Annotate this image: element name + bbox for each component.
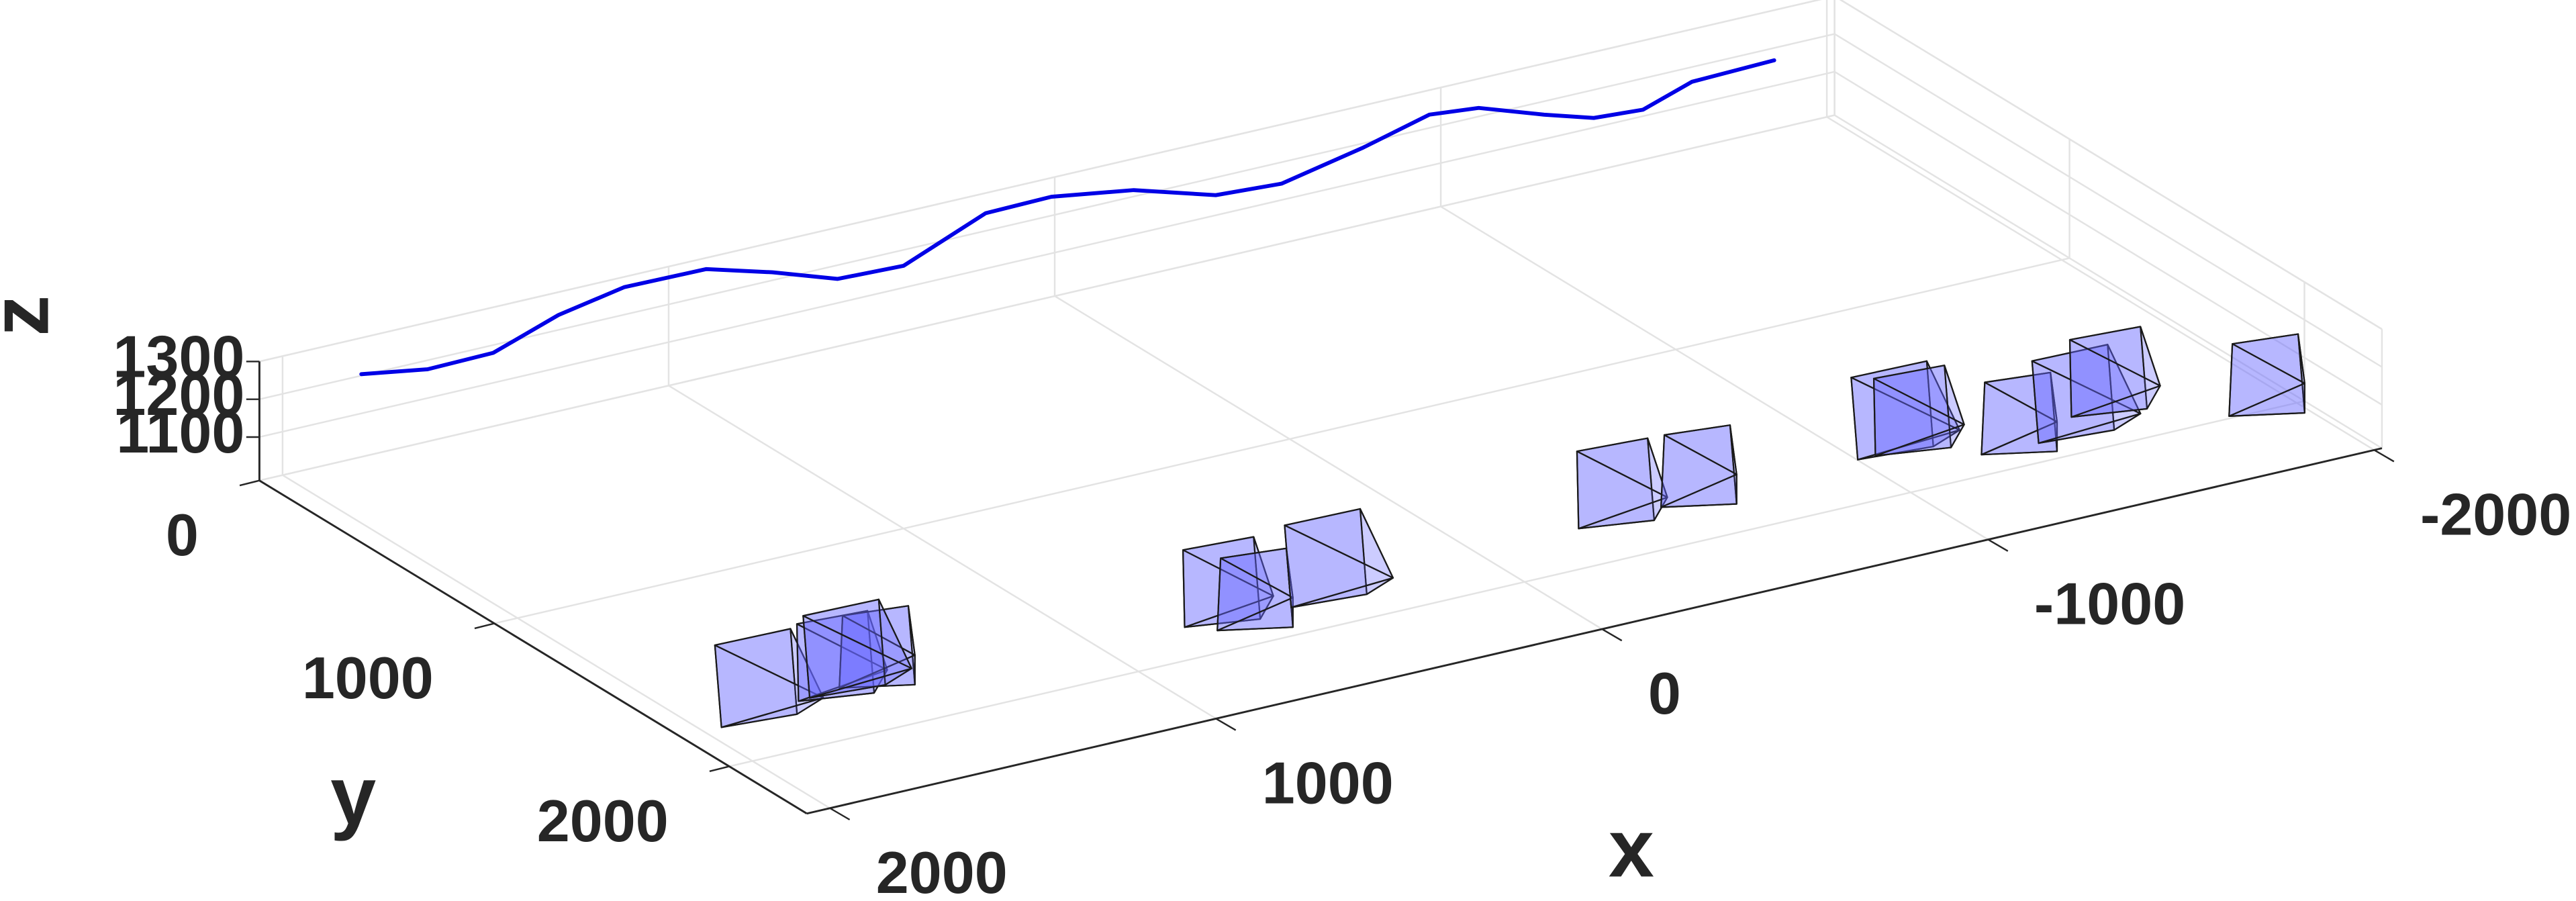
grid-line	[668, 385, 1217, 720]
grid-line	[728, 400, 2305, 767]
y-axis-label: y	[330, 749, 376, 841]
y-tick-label: 1000	[302, 645, 434, 711]
trajectory	[359, 58, 1776, 377]
y-tick	[239, 479, 260, 487]
camera-face	[1182, 549, 1274, 628]
camera-face	[1660, 434, 1737, 508]
y-tick	[474, 622, 495, 630]
camera-face	[2068, 338, 2161, 418]
z-tick-label: 1300	[113, 324, 244, 390]
z-axis-label: z	[0, 295, 65, 336]
camera-face	[1850, 377, 1960, 461]
z-tick-label: 1200	[113, 361, 244, 428]
grid-line	[1440, 205, 1989, 540]
camera-face	[1981, 381, 2058, 456]
camera	[1217, 547, 1294, 632]
camera-face	[2031, 360, 2142, 444]
camera	[2068, 326, 2161, 418]
grid-line	[259, 0, 1822, 363]
x-tick-label: -2000	[2420, 481, 2571, 547]
z-tick-label: 1100	[116, 399, 244, 465]
x-tick	[1987, 538, 2009, 552]
x-axis	[806, 447, 2383, 815]
x-axis-label: x	[1609, 802, 1654, 894]
camera-face	[1217, 557, 1294, 632]
camera-face	[714, 644, 824, 728]
camera-face	[796, 623, 888, 702]
camera-face	[1576, 450, 1668, 530]
grid-line	[1834, 33, 2383, 368]
grid-line	[259, 70, 1835, 438]
grid-line	[1834, 70, 2383, 406]
camera	[1182, 536, 1274, 628]
x-tick-label: 2000	[876, 839, 1008, 901]
camera	[802, 598, 912, 699]
grid-line	[259, 33, 1835, 400]
y-tick-label: 2000	[537, 788, 669, 854]
y-tick-label: 0	[166, 502, 199, 568]
camera	[839, 605, 916, 689]
camera	[1872, 365, 1965, 457]
grid-line	[494, 257, 2070, 624]
camera-face	[802, 615, 912, 699]
camera-face	[2228, 343, 2305, 417]
grid-line	[282, 474, 830, 809]
x-tick	[1601, 628, 1623, 642]
x-tick-label: 1000	[1262, 749, 1394, 816]
camera	[1284, 508, 1394, 608]
grid-line	[1054, 295, 1603, 630]
x-tick	[829, 807, 851, 820]
grid-line	[1826, 116, 2375, 451]
x-tick-label: -1000	[2034, 571, 2185, 637]
grid-line	[259, 114, 1835, 481]
x-tick	[2373, 449, 2395, 463]
x-tick-label: 0	[1648, 660, 1681, 726]
camera-face	[1872, 377, 1965, 457]
camera	[2228, 333, 2305, 417]
y-tick	[709, 765, 730, 773]
camera	[1660, 424, 1737, 508]
camera	[1576, 437, 1668, 530]
y-axis	[258, 479, 808, 815]
grid-line	[1839, 0, 2383, 330]
x-tick	[1215, 718, 1237, 731]
camera-face	[1284, 524, 1394, 608]
box-edge	[1834, 114, 2383, 449]
